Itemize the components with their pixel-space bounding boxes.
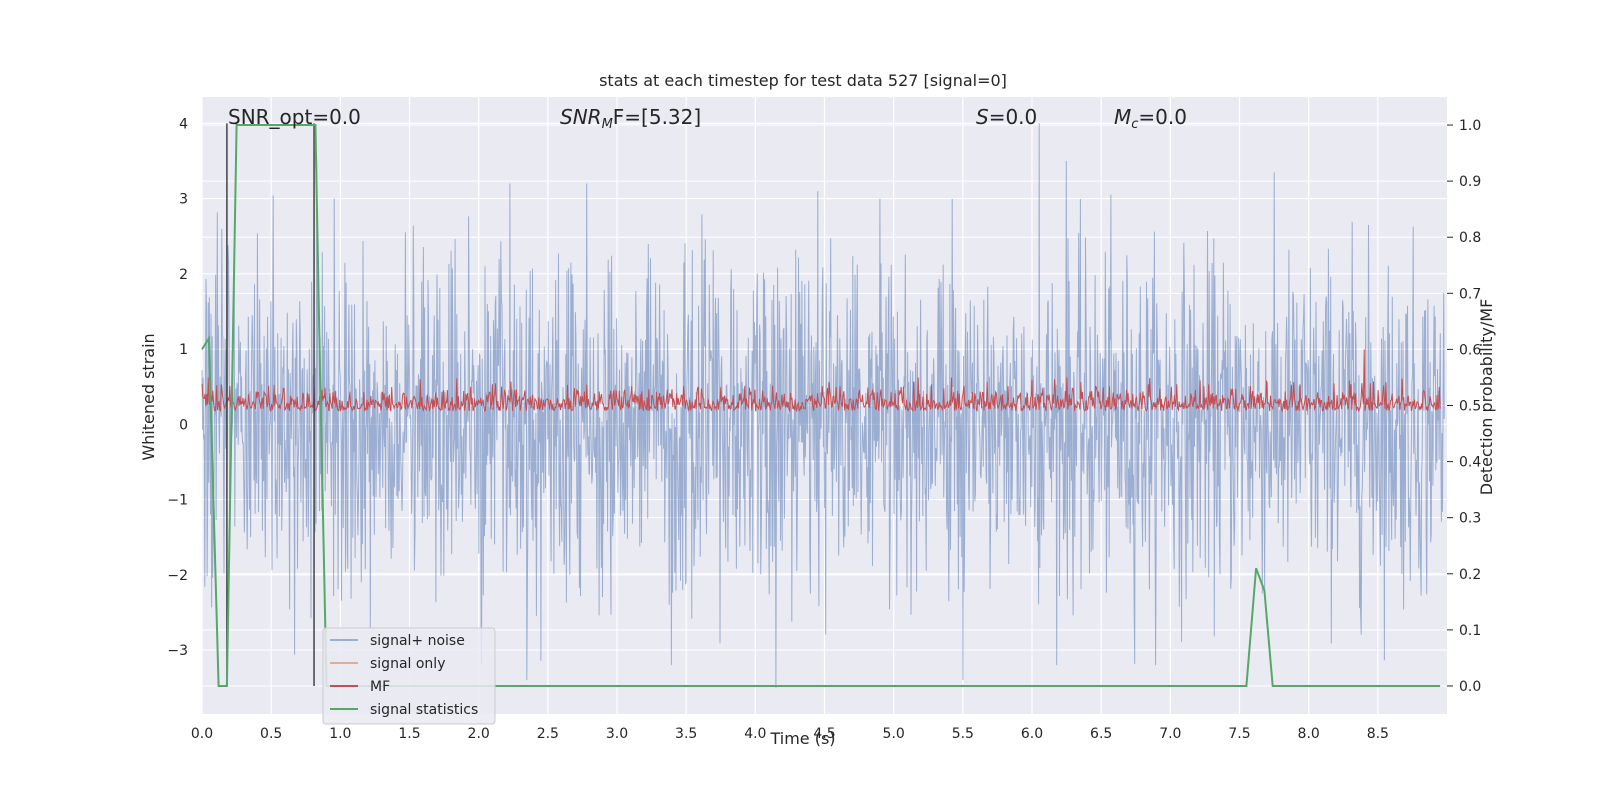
x-tick-label: 0.0 xyxy=(191,726,213,742)
legend-box xyxy=(322,627,496,725)
x-tick-label: 5.0 xyxy=(883,726,905,742)
annotation-s: S=0.0 xyxy=(976,105,1037,129)
x-tick-label: 2.0 xyxy=(468,726,490,742)
x-axis-label: Time (s) xyxy=(769,729,835,748)
x-tick-label: 3.5 xyxy=(675,726,697,742)
y-left-tick-label: 1 xyxy=(179,342,188,358)
x-tick-label: 6.5 xyxy=(1090,726,1112,742)
series-signal-noise xyxy=(201,123,1445,688)
legend: signal+ noise signal only MF signal stat… xyxy=(322,627,496,725)
series-signal-statistics xyxy=(201,124,1441,687)
y-right-tick-label: 0.7 xyxy=(1459,286,1481,302)
y-right-tick-label: 0.3 xyxy=(1459,511,1481,527)
y-left-tick-label: −1 xyxy=(167,493,188,509)
x-tick-label: 4.5 xyxy=(813,726,835,742)
annotation-s-val: =0.0 xyxy=(989,105,1038,129)
annotation-snr-mf: SNRMF=[5.32] xyxy=(560,105,701,132)
y-left-tick-label: 3 xyxy=(179,192,188,208)
y-right-tick-label: 0.0 xyxy=(1459,679,1481,695)
y-left-tick-label: 2 xyxy=(179,267,188,283)
annotation-snr-mf-rest: F=[5.32] xyxy=(613,105,701,129)
x-tick-label: 1.5 xyxy=(398,726,420,742)
y-right-tick-label: 0.4 xyxy=(1459,455,1481,471)
y-axis-right-ticks: 1.0 0.9 0.8 0.7 0.6 0.5 0.4 0.3 0.2 0.1 0.0 xyxy=(1447,118,1481,695)
annotation-mc-sub: c xyxy=(1131,117,1138,132)
y-right-tick-label: 0.8 xyxy=(1459,230,1481,246)
y-right-tick-label: 0.5 xyxy=(1459,399,1481,415)
x-tick-label: 7.0 xyxy=(1159,726,1181,742)
annotation-snr-mf-base: SNR xyxy=(560,105,602,129)
annotation-snr-mf-sub: M xyxy=(602,117,613,132)
signal-statistics-line xyxy=(201,124,1441,687)
y-right-tick-label: 1.0 xyxy=(1459,118,1481,134)
signal-noise-line xyxy=(201,123,1445,688)
chart-title: stats at each timestep for test data 527… xyxy=(599,71,1007,90)
y-right-tick-label: 0.9 xyxy=(1459,174,1481,190)
y-axis-right-label: Detection probability/MF xyxy=(1477,299,1496,496)
annotation-s-sym: S xyxy=(976,105,989,129)
x-tick-label: 8.5 xyxy=(1367,726,1389,742)
legend-label-signal-only: signal only xyxy=(370,656,445,672)
legend-label-signal-statistics: signal statistics xyxy=(370,702,478,718)
x-tick-label: 4.0 xyxy=(744,726,766,742)
x-tick-label: 3.0 xyxy=(606,726,628,742)
y-axis-left-ticks: 4 3 2 1 0 −1 −2 −3 xyxy=(167,116,188,659)
x-tick-label: 0.5 xyxy=(260,726,282,742)
annotation-snr-opt: SNR_opt=0.0 xyxy=(228,105,361,129)
vertical-markers xyxy=(226,123,315,686)
x-tick-label: 2.5 xyxy=(537,726,559,742)
y-left-tick-label: −3 xyxy=(167,643,188,659)
y-left-tick-label: −2 xyxy=(167,568,188,584)
y-right-tick-label: 0.2 xyxy=(1459,567,1481,583)
series-mf xyxy=(201,349,1441,413)
annotation-mc: Mc=0.0 xyxy=(1114,105,1187,132)
y-left-tick-label: 4 xyxy=(179,116,188,132)
annotation-mc-val: =0.0 xyxy=(1138,105,1187,129)
y-right-tick-label: 0.6 xyxy=(1459,342,1481,358)
x-axis-ticks: 0.0 0.5 1.0 1.5 2.0 2.5 3.0 3.5 4.0 4.5 5.0 5.5 6.0 6… xyxy=(191,726,1389,742)
x-tick-label: 6.0 xyxy=(1021,726,1043,742)
legend-label-signal-noise: signal+ noise xyxy=(370,633,465,649)
y-right-tick-label: 0.1 xyxy=(1459,623,1481,639)
x-tick-label: 7.5 xyxy=(1228,726,1250,742)
x-tick-label: 8.0 xyxy=(1298,726,1320,742)
legend-label-mf: MF xyxy=(370,679,390,695)
y-left-tick-label: 0 xyxy=(179,417,188,433)
x-tick-label: 1.0 xyxy=(329,726,351,742)
annotation-mc-sym: M xyxy=(1114,105,1131,129)
x-tick-label: 5.5 xyxy=(952,726,974,742)
y-axis-left-label: Whitened strain xyxy=(139,333,158,460)
mf-line xyxy=(201,349,1441,413)
